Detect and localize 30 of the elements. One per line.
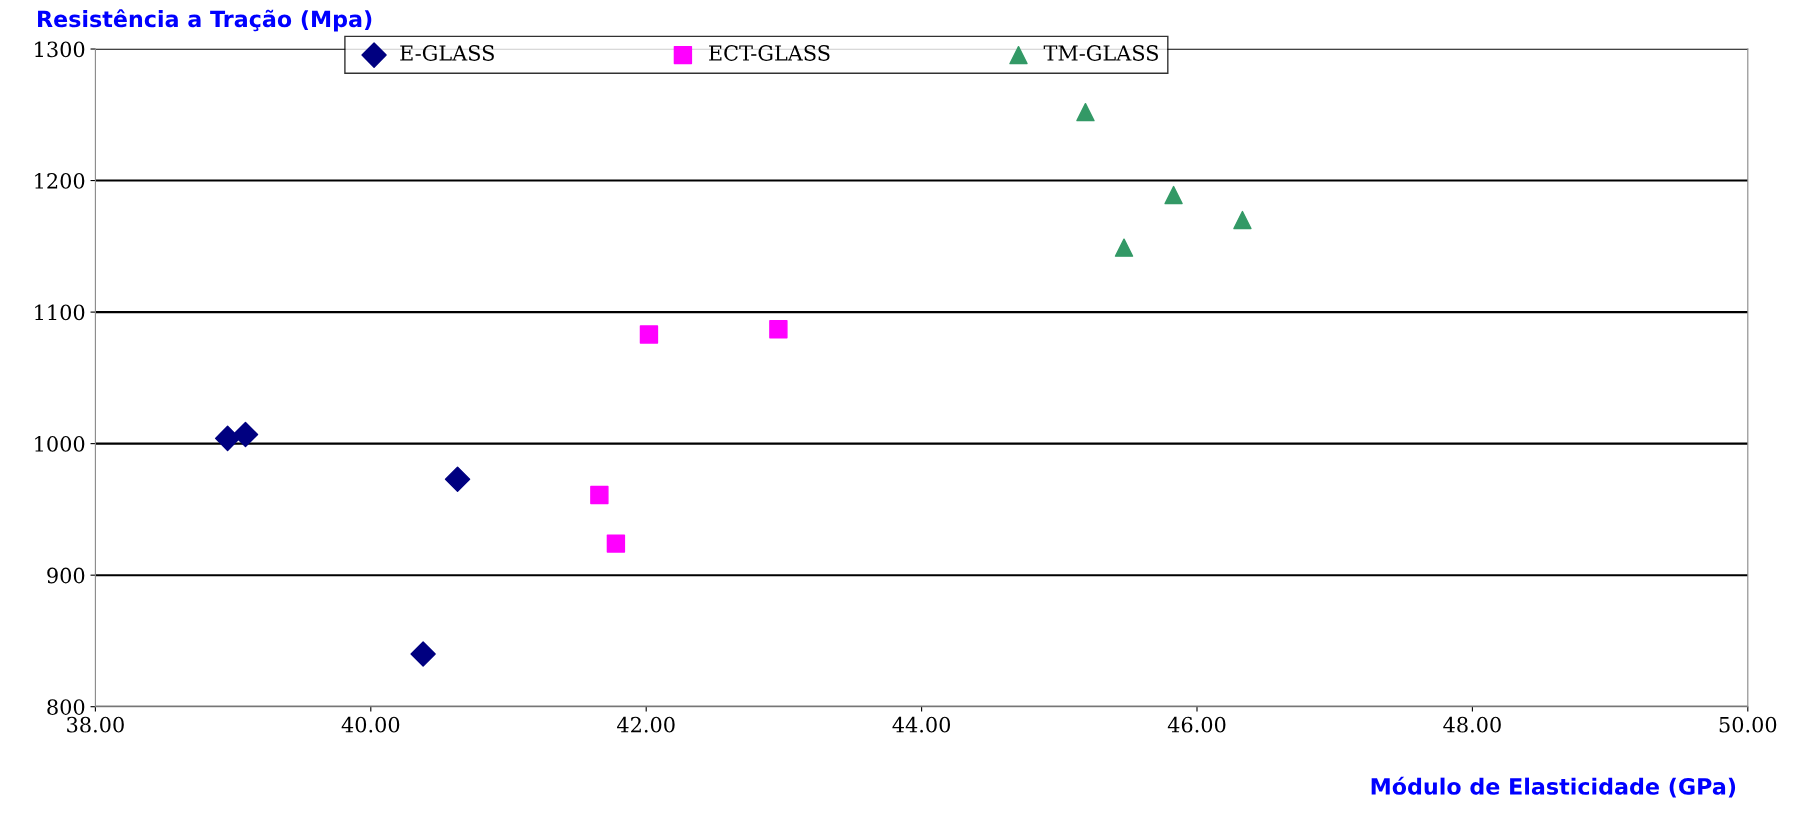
x-tick-label: 48.00 — [1443, 716, 1501, 733]
point — [590, 485, 609, 505]
point — [769, 319, 788, 339]
point — [1164, 185, 1183, 205]
legend-label: E-GLASS — [400, 45, 494, 61]
y-tick-label: 1000 — [35, 436, 85, 452]
point — [232, 421, 259, 448]
point — [444, 466, 471, 492]
point — [606, 534, 626, 553]
y-tick-label: 1300 — [35, 41, 85, 58]
x-tick-label: 44.00 — [892, 716, 951, 733]
x-axis-title: Módulo de Elasticidade (GPa) — [1371, 776, 1736, 798]
point — [410, 641, 436, 667]
y-tick-label: 1200 — [35, 173, 85, 189]
point — [1233, 210, 1252, 230]
y-tick-label: 800 — [47, 699, 85, 715]
y-axis-title: Resistência a Tração (Mpa) — [38, 9, 372, 32]
point — [1114, 238, 1134, 257]
x-tick-label: 42.00 — [617, 716, 675, 733]
point — [214, 425, 241, 452]
legend-label: TM-GLASS — [1043, 45, 1158, 61]
x-tick-label: 40.00 — [341, 716, 400, 733]
y-tick-label: 900 — [47, 567, 85, 584]
x-tick-label: 46.00 — [1167, 716, 1226, 733]
legend-label: ECT-GLASS — [709, 45, 830, 61]
point — [1076, 102, 1095, 122]
point — [639, 325, 659, 344]
x-tick-label: 38.00 — [67, 716, 124, 733]
x-tick-label: 50.00 — [1719, 716, 1777, 733]
y-tick-label: 1100 — [35, 304, 85, 321]
